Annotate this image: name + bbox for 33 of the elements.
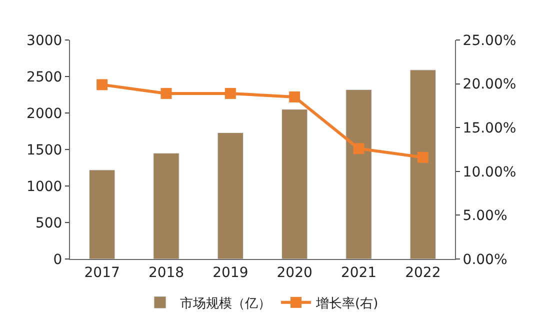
y2-tick-label: 20.00% bbox=[462, 76, 516, 93]
x-tick-label: 2019 bbox=[212, 264, 248, 281]
x-tick-label: 2017 bbox=[84, 264, 120, 281]
bar bbox=[153, 152, 180, 259]
point bbox=[289, 91, 300, 102]
legend-label: 增长率(右) bbox=[315, 295, 378, 312]
y-tick-label: 500 bbox=[35, 215, 62, 232]
point bbox=[417, 152, 428, 163]
bar bbox=[346, 89, 372, 259]
y2-tick-label: 25.00% bbox=[462, 32, 516, 49]
y2-tick-label: 0.00% bbox=[462, 252, 508, 268]
x-tick-label: 2022 bbox=[405, 264, 441, 281]
bar bbox=[282, 109, 308, 259]
y-tick-label: 1000 bbox=[26, 178, 62, 195]
y-tick-label: 0 bbox=[53, 252, 62, 268]
y-tick-label: 2500 bbox=[26, 69, 62, 86]
point bbox=[224, 88, 236, 99]
bar bbox=[410, 70, 436, 259]
y-tick-label: 3000 bbox=[26, 32, 62, 49]
x-tick-label: 2020 bbox=[276, 264, 312, 281]
x-tick-label: 2018 bbox=[148, 264, 184, 281]
point bbox=[353, 143, 364, 154]
y2-tick-label: 5.00% bbox=[462, 208, 508, 224]
point bbox=[160, 88, 172, 99]
x-tick-label: 2021 bbox=[340, 264, 377, 281]
y-tick-label: 2000 bbox=[26, 106, 62, 122]
point bbox=[96, 79, 108, 90]
y2-tick-label: 15.00% bbox=[462, 120, 516, 136]
bar bbox=[217, 132, 244, 259]
bar bbox=[89, 170, 116, 259]
y2-tick-label: 10.00% bbox=[462, 164, 516, 180]
y-tick-label: 1500 bbox=[26, 142, 62, 158]
legend-label: 市场规模（亿） bbox=[180, 296, 271, 312]
